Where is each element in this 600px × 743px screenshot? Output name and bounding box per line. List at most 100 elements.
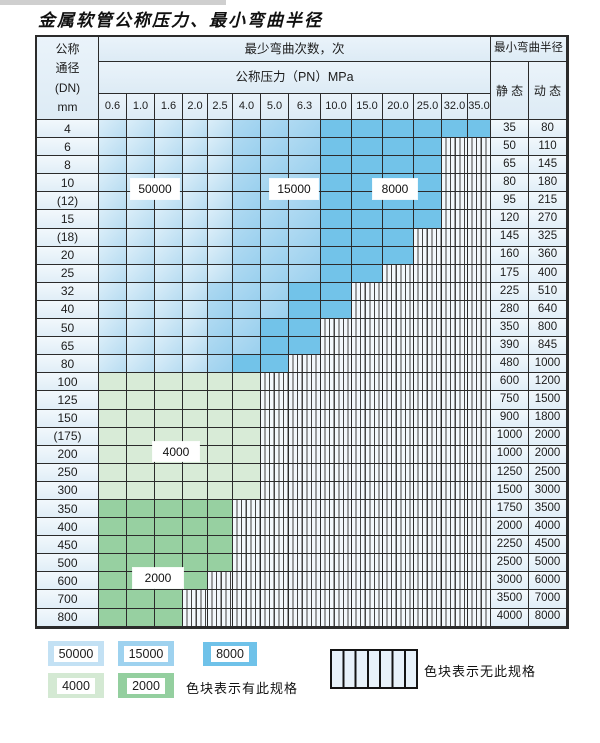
cell-600-35.0 bbox=[468, 572, 491, 591]
dynamic-200: 2000 bbox=[529, 445, 567, 464]
static-(12): 95 bbox=[491, 192, 529, 211]
cell-40-15.0 bbox=[352, 300, 383, 320]
cell-15-20.0 bbox=[383, 210, 414, 229]
static-8: 65 bbox=[491, 156, 529, 175]
cell-150-15.0 bbox=[352, 409, 383, 428]
cell-800-2.5 bbox=[208, 608, 233, 627]
cell-100-35.0 bbox=[468, 373, 491, 392]
cell-500-4.0 bbox=[233, 554, 261, 573]
header-pressure: 公称压力（PN）MPa bbox=[99, 62, 491, 94]
cell-300-35.0 bbox=[468, 481, 491, 500]
cell-20-25.0 bbox=[414, 246, 442, 265]
static-700: 3500 bbox=[491, 590, 529, 609]
cell-(175)-4.0 bbox=[233, 427, 261, 446]
cell-(12)-10.0 bbox=[321, 192, 352, 211]
cell-150-32.0 bbox=[442, 409, 468, 428]
cell-10-10.0 bbox=[321, 174, 352, 193]
dn-label-10: 10 bbox=[37, 174, 99, 193]
cell-100-15.0 bbox=[352, 373, 383, 392]
header-pn-1.6: 1.6 bbox=[155, 94, 183, 120]
cell-200-6.3 bbox=[289, 445, 321, 464]
cell-80-10.0 bbox=[321, 355, 352, 374]
cell-80-0.6 bbox=[99, 355, 127, 374]
cell-400-2.0 bbox=[183, 518, 208, 537]
cell-20-35.0 bbox=[468, 246, 491, 265]
cell-(175)-32.0 bbox=[442, 427, 468, 446]
cell-15-35.0 bbox=[468, 210, 491, 229]
dn-label-125: 125 bbox=[37, 391, 99, 410]
cell-80-15.0 bbox=[352, 355, 383, 374]
cell-350-4.0 bbox=[233, 499, 261, 519]
cell-6-1.0 bbox=[127, 138, 155, 157]
cell-250-20.0 bbox=[383, 463, 414, 482]
cell-700-15.0 bbox=[352, 590, 383, 609]
cycles-label-15000: 15000 bbox=[270, 179, 318, 199]
cell-32-25.0 bbox=[414, 282, 442, 301]
dn-label-50: 50 bbox=[37, 319, 99, 338]
cell-100-5.0 bbox=[261, 373, 289, 392]
cell-400-32.0 bbox=[442, 518, 468, 537]
cell-25-5.0 bbox=[261, 264, 289, 283]
static-250: 1250 bbox=[491, 463, 529, 482]
cell-65-2.0 bbox=[183, 337, 208, 356]
cell-400-0.6 bbox=[99, 518, 127, 537]
cell-50-1.0 bbox=[127, 319, 155, 338]
cell-200-5.0 bbox=[261, 445, 289, 464]
cell-40-6.3 bbox=[289, 300, 321, 320]
dynamic-700: 7000 bbox=[529, 590, 567, 609]
cell-8-0.6 bbox=[99, 156, 127, 175]
cell-300-20.0 bbox=[383, 481, 414, 500]
cell-8-32.0 bbox=[442, 156, 468, 175]
cell-800-5.0 bbox=[261, 608, 289, 627]
cell-200-1.0 bbox=[127, 445, 155, 464]
cell-600-15.0 bbox=[352, 572, 383, 591]
cell-6-6.3 bbox=[289, 138, 321, 157]
cell-100-2.0 bbox=[183, 373, 208, 392]
cell-80-35.0 bbox=[468, 355, 491, 374]
cell-4-1.0 bbox=[127, 120, 155, 139]
cell-400-10.0 bbox=[321, 518, 352, 537]
cell-450-6.3 bbox=[289, 536, 321, 555]
cell-65-1.0 bbox=[127, 337, 155, 356]
cell-(12)-4.0 bbox=[233, 192, 261, 211]
cell-450-5.0 bbox=[261, 536, 289, 555]
cell-400-2.5 bbox=[208, 518, 233, 537]
cell-50-25.0 bbox=[414, 319, 442, 338]
dn-label-600: 600 bbox=[37, 572, 99, 591]
header-pn-0.6: 0.6 bbox=[99, 94, 127, 120]
cell-32-20.0 bbox=[383, 282, 414, 301]
cell-8-25.0 bbox=[414, 156, 442, 175]
cell-32-10.0 bbox=[321, 282, 352, 301]
static-20: 160 bbox=[491, 246, 529, 265]
cell-150-0.6 bbox=[99, 409, 127, 428]
cell-40-32.0 bbox=[442, 300, 468, 320]
cell-20-6.3 bbox=[289, 246, 321, 265]
cell-700-0.6 bbox=[99, 590, 127, 609]
page-title: 金属软管公称压力、最小弯曲半径 bbox=[38, 11, 323, 31]
cell-(18)-10.0 bbox=[321, 228, 352, 247]
cell-200-15.0 bbox=[352, 445, 383, 464]
scan-artifact-strip bbox=[0, 0, 226, 5]
header-bend-cycles: 最少弯曲次数，次 bbox=[99, 37, 491, 62]
cell-700-2.0 bbox=[183, 590, 208, 609]
cell-500-32.0 bbox=[442, 554, 468, 573]
cell-200-2.5 bbox=[208, 445, 233, 464]
cell-400-1.0 bbox=[127, 518, 155, 537]
cell-600-10.0 bbox=[321, 572, 352, 591]
cell-4-1.6 bbox=[155, 120, 183, 139]
cell-150-4.0 bbox=[233, 409, 261, 428]
cell-10-32.0 bbox=[442, 174, 468, 193]
cell-6-5.0 bbox=[261, 138, 289, 157]
cell-(175)-20.0 bbox=[383, 427, 414, 446]
cell-200-32.0 bbox=[442, 445, 468, 464]
dn-label-450: 450 bbox=[37, 536, 99, 555]
cell-15-15.0 bbox=[352, 210, 383, 229]
header-pn-32.0: 32.0 bbox=[442, 94, 468, 120]
cell-32-32.0 bbox=[442, 282, 468, 301]
header-static: 静 态 bbox=[491, 62, 529, 120]
cell-125-1.0 bbox=[127, 391, 155, 410]
cell-80-1.6 bbox=[155, 355, 183, 374]
cell-350-2.0 bbox=[183, 499, 208, 519]
cell-200-10.0 bbox=[321, 445, 352, 464]
cell-(175)-2.5 bbox=[208, 427, 233, 446]
